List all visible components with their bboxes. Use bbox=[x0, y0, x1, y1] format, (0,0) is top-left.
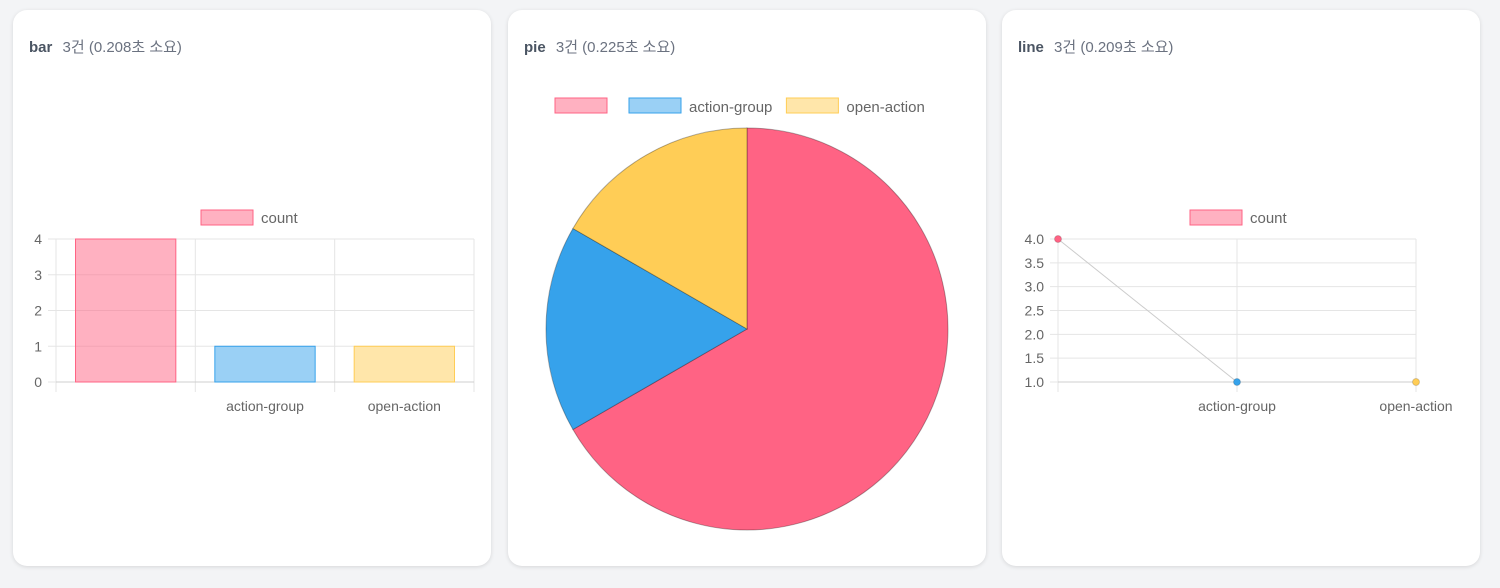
pie-chart-card: pie 3건 (0.225초 소요) action-group open-acti… bbox=[508, 10, 986, 566]
legend-swatch bbox=[1189, 209, 1243, 226]
legend-label: count bbox=[261, 210, 299, 227]
legend-swatch bbox=[785, 97, 839, 114]
card-title: bar bbox=[29, 39, 53, 56]
y-tick-label: 3.5 bbox=[1025, 255, 1045, 271]
bar-chart-card: bar 3건 (0.208초 소요) count 0 1 2 3 4 action-grou… bbox=[13, 10, 491, 566]
line-chart-card: line 3건 (0.209초 소요) count 1.0 1.5 2.0 2.5 3.0… bbox=[1002, 10, 1480, 566]
pie-slice bbox=[572, 127, 949, 531]
line-chart: count 1.0 1.5 2.0 2.5 3.0 3.5 4.0 action-group op… bbox=[1025, 209, 1453, 414]
y-tick-label: 2.0 bbox=[1025, 326, 1045, 342]
legend: count bbox=[1189, 209, 1288, 227]
y-tick-label: 1.5 bbox=[1025, 350, 1045, 366]
bar bbox=[353, 345, 455, 383]
card-title: line bbox=[1018, 39, 1044, 56]
pie-slice bbox=[572, 127, 748, 330]
legend-label: count bbox=[1250, 210, 1288, 227]
pie-slice bbox=[545, 227, 748, 431]
y-tick-label: 3.0 bbox=[1025, 279, 1045, 295]
card-meta: 3건 (0.208초 소요) bbox=[62, 39, 182, 56]
y-tick-label: 4.0 bbox=[1025, 231, 1045, 247]
legend-swatch bbox=[554, 97, 608, 114]
card-header: bar 3건 (0.208초 소요) bbox=[29, 36, 182, 57]
legend: count bbox=[200, 209, 299, 227]
data-point bbox=[1054, 235, 1062, 243]
y-tick-label: 1 bbox=[34, 338, 42, 354]
card-header: pie 3건 (0.225초 소요) bbox=[524, 36, 675, 57]
card-title: pie bbox=[524, 39, 546, 56]
y-tick-label: 2 bbox=[34, 303, 42, 319]
bar bbox=[214, 345, 316, 383]
x-tick-label: action-group bbox=[1198, 398, 1276, 414]
legend-swatch bbox=[200, 209, 254, 226]
legend-label: action-group bbox=[689, 99, 772, 116]
y-tick-label: 4 bbox=[34, 231, 42, 247]
x-tick-label: action-group bbox=[226, 398, 304, 414]
card-meta: 3건 (0.225초 소요) bbox=[555, 39, 676, 56]
data-point bbox=[1233, 378, 1241, 386]
bar-chart: count 0 1 2 3 4 action-group open-action bbox=[34, 209, 475, 414]
data-point bbox=[1412, 378, 1420, 386]
legend: action-group open-action bbox=[554, 97, 925, 116]
x-tick-label: open-action bbox=[1379, 398, 1452, 414]
y-tick-label: 2.5 bbox=[1025, 303, 1045, 319]
x-tick-label: open-action bbox=[368, 398, 441, 414]
pie-chart: action-group open-action bbox=[545, 97, 949, 531]
y-tick-label: 3 bbox=[34, 267, 42, 283]
card-header: line 3건 (0.209초 소요) bbox=[1018, 36, 1173, 57]
bar bbox=[75, 238, 177, 383]
card-meta: 3건 (0.209초 소요) bbox=[1054, 39, 1174, 56]
y-tick-label: 1.0 bbox=[1025, 374, 1045, 390]
y-tick-label: 0 bbox=[34, 374, 42, 390]
legend-label: open-action bbox=[846, 99, 924, 116]
legend-swatch bbox=[628, 97, 682, 114]
